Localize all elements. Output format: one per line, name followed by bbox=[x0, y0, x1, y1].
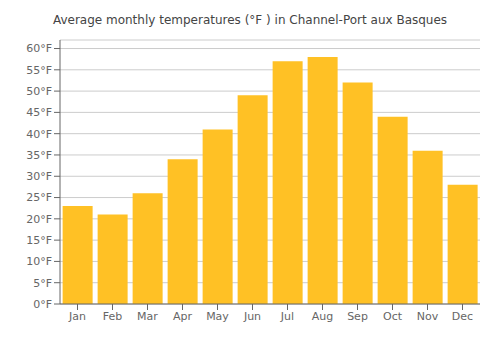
svg-text:Dec: Dec bbox=[452, 310, 473, 323]
svg-text:Jul: Jul bbox=[280, 310, 294, 323]
svg-text:May: May bbox=[206, 310, 229, 323]
svg-text:25°F: 25°F bbox=[26, 191, 52, 204]
svg-text:Sep: Sep bbox=[347, 310, 368, 323]
svg-text:Apr: Apr bbox=[173, 310, 193, 323]
svg-text:35°F: 35°F bbox=[26, 149, 52, 162]
svg-text:Feb: Feb bbox=[103, 310, 122, 323]
svg-text:30°F: 30°F bbox=[26, 170, 52, 183]
svg-text:Mar: Mar bbox=[137, 310, 158, 323]
svg-text:Oct: Oct bbox=[383, 310, 403, 323]
svg-text:40°F: 40°F bbox=[26, 128, 52, 141]
svg-text:50°F: 50°F bbox=[26, 85, 52, 98]
svg-text:Aug: Aug bbox=[312, 310, 333, 323]
svg-text:20°F: 20°F bbox=[26, 213, 52, 226]
svg-text:10°F: 10°F bbox=[26, 255, 52, 268]
svg-text:55°F: 55°F bbox=[26, 64, 52, 77]
html-text:Average monthly temperatures (: Average monthly temperatures (°F ) in Ch… bbox=[52, 13, 448, 27]
svg-text:45°F: 45°F bbox=[26, 106, 52, 119]
svg-text:60°F: 60°F bbox=[26, 42, 52, 55]
svg-text:15°F: 15°F bbox=[26, 234, 52, 247]
svg-text:Jan: Jan bbox=[68, 310, 86, 323]
svg-text:5°F: 5°F bbox=[33, 277, 52, 290]
svg-text:Jun: Jun bbox=[243, 310, 261, 323]
svg-text:0°F: 0°F bbox=[33, 298, 52, 311]
svg-text:Nov: Nov bbox=[417, 310, 439, 323]
